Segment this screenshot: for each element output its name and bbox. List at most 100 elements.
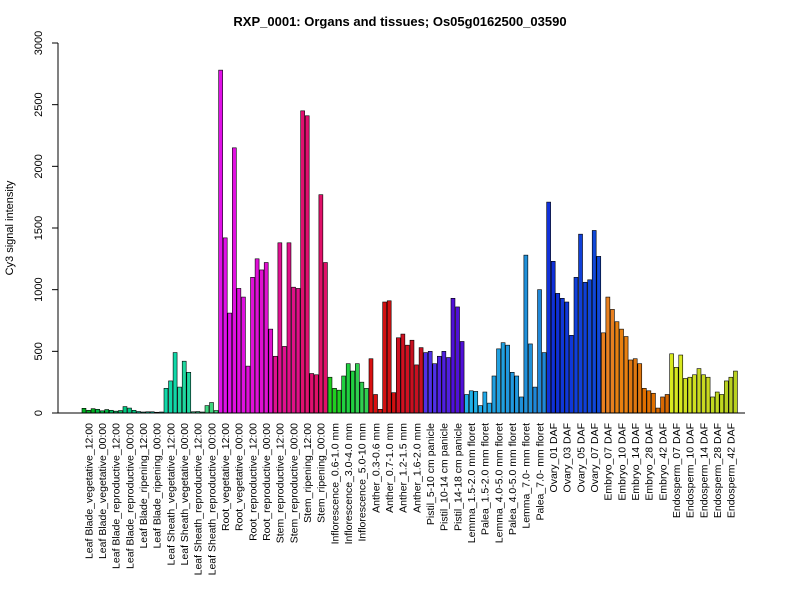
bar [245, 365, 251, 414]
bar [327, 376, 333, 414]
x-tick-label: Inflorescence_3.0-4.0 mm [343, 423, 355, 545]
bar [578, 233, 583, 414]
x-tick-label: Endosperm_07 DAF [671, 423, 683, 518]
bar [432, 363, 438, 414]
bar [628, 359, 633, 414]
bar [386, 300, 392, 414]
bar [541, 352, 547, 414]
bar [268, 328, 274, 414]
bar [655, 407, 661, 414]
y-axis: 0 500 1000 1500 2000 2500 3000 [33, 31, 59, 416]
bar [437, 355, 442, 414]
x-tick-label: Palea_1.5-2.0 mm floret [480, 423, 492, 535]
bar [400, 333, 406, 414]
chart-title: RXP_0001: Organs and tissues; Os05g01625… [233, 14, 566, 29]
x-tick-label: Endosperm_42 DAF [726, 423, 738, 518]
bar [350, 370, 356, 414]
bar [163, 388, 169, 414]
bar [222, 237, 228, 414]
bar [532, 386, 538, 414]
bar [377, 408, 383, 414]
x-tick-label: Root_reproductive_12:00 [247, 423, 259, 541]
x-tick-label: Leaf Blade_reproductive_12:00 [111, 423, 123, 569]
bar [95, 408, 100, 414]
bar [441, 351, 447, 414]
x-tick-label: Embryo_14 DAF [630, 423, 642, 501]
bar [241, 296, 246, 414]
bar [705, 376, 711, 414]
x-tick-label: Endosperm_10 DAF [685, 423, 697, 518]
bar [323, 262, 328, 414]
bar [637, 363, 643, 414]
bar [309, 373, 315, 414]
bar [345, 363, 351, 414]
x-tick-label: Stem_ripening_00:00 [316, 423, 328, 523]
bar [664, 394, 670, 414]
bar [382, 301, 387, 414]
x-tick-label: Embryo_07 DAF [603, 423, 615, 501]
x-tick-label: Anther_1.2-1.5 mm [398, 423, 410, 513]
x-tick-label: Ovary_07 DAF [589, 423, 601, 492]
bar [710, 396, 715, 414]
x-tick-label: Leaf Sheath_reproductive_00:00 [206, 423, 218, 576]
x-tick-label: Stem_reproductive_12:00 [275, 423, 287, 543]
bar [204, 405, 210, 414]
bar [482, 391, 488, 414]
bar [273, 355, 278, 414]
bar [623, 336, 629, 414]
bar [669, 353, 674, 414]
x-tick-label: Pistil_5-10 cm panicle [425, 423, 437, 525]
bar [209, 402, 214, 414]
bar [673, 367, 679, 414]
bar [263, 262, 269, 414]
bar [687, 376, 693, 414]
x-tick-label: Root_reproductive_00:00 [261, 423, 273, 541]
bar [368, 358, 374, 414]
bar [409, 339, 415, 414]
bar [232, 147, 237, 414]
x-tick-label: Stem_reproductive_00:00 [288, 423, 300, 543]
bar [332, 388, 337, 414]
bar [468, 390, 474, 414]
y-axis-label: Cy3 signal intensity [4, 180, 16, 275]
y-tick-label: 500 [33, 342, 45, 360]
bar [336, 389, 342, 414]
x-tick-label: Palea_7.0- mm floret [534, 423, 546, 521]
bar [605, 296, 611, 414]
bar [418, 347, 424, 414]
bar [427, 351, 433, 414]
bar [719, 394, 725, 414]
bar [291, 286, 296, 414]
bar [300, 110, 305, 414]
x-tick-label: Lemma_7.0- mm floret [521, 423, 533, 529]
bar [660, 396, 665, 414]
bar [254, 258, 260, 414]
bar [714, 391, 720, 414]
bar [573, 277, 579, 414]
bar [122, 406, 128, 414]
y-tick-label: 1500 [33, 216, 45, 240]
x-tick-label: Leaf Blade_vegetative_12:00 [83, 423, 95, 559]
bar [227, 312, 233, 414]
bar [528, 343, 533, 414]
bar [701, 374, 706, 414]
x-tick-label: Ovary_01 DAF [548, 423, 560, 492]
x-tick-label: Ovary_03 DAF [562, 423, 574, 492]
bar [550, 260, 556, 414]
y-tick-label: 3000 [33, 31, 45, 55]
y-tick-label: 1000 [33, 277, 45, 301]
bar [601, 332, 606, 414]
bar [396, 337, 401, 414]
bar [514, 375, 520, 414]
bar [587, 279, 592, 414]
bar [505, 344, 510, 414]
bar [455, 306, 460, 414]
bar [373, 394, 378, 414]
bar [728, 376, 734, 414]
bars-group [81, 69, 738, 414]
bar [259, 269, 264, 414]
x-tick-label: Root_vegetative_00:00 [234, 423, 246, 531]
x-tick-label: Palea_4.0-5.0 mm floret [507, 423, 519, 535]
bar [405, 344, 410, 414]
